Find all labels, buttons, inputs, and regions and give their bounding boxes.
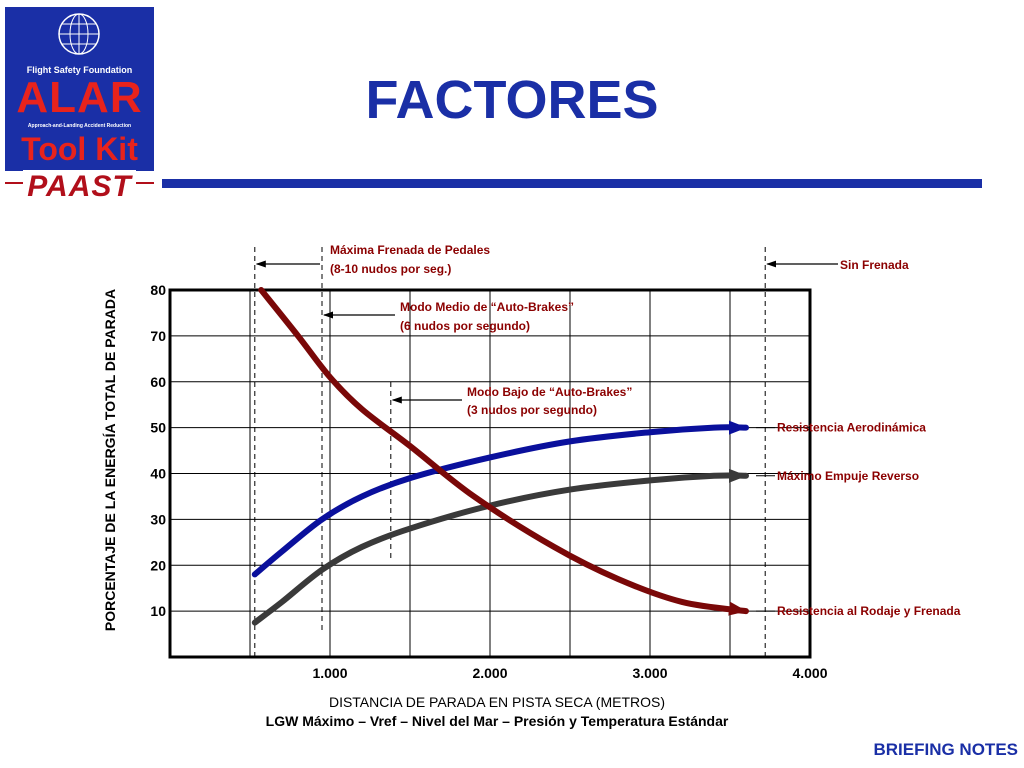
alar-toolkit-logo: Flight Safety Foundation ALAR Approach-a… [5,7,154,171]
marker-label: Sin Frenada [840,258,909,272]
y-tick-label: 30 [150,511,166,527]
marker-sublabel: (3 nudos por segundo) [467,403,597,417]
marker-label: Modo Bajo de “Auto-Brakes” [467,385,632,399]
marker-label: Máxima Frenada de Pedales [330,243,490,257]
logo-subtitle-text: Approach-and-Landing Accident Reduction [27,123,132,129]
series-braking-line [258,287,749,616]
annotations: Resistencia Aerodinámica Máximo Empuje Re… [255,243,961,618]
marker-sublabel: (8-10 nudos por seg.) [330,262,451,276]
x-axis-subtitle: LGW Máximo – Vref – Nivel del Mar – Pres… [266,713,729,729]
series-aero-line [251,420,749,578]
title-rule [162,179,982,188]
paast-logo-text: PAAST [5,170,154,204]
x-tick-label: 2.000 [472,665,507,681]
series-label: Resistencia al Rodaje y Frenada [777,604,961,618]
globe-icon [58,13,100,55]
series-label: Máximo Empuje Reverso [777,469,919,483]
marker-label: Modo Medio de “Auto-Brakes” [400,300,574,314]
y-tick-label: 70 [150,328,166,344]
marker-lines [254,247,766,657]
logo-alar-text: ALAR [16,73,143,122]
axes: 1.000 2.000 3.000 4.000 10 20 30 40 50 60 70 80 [150,282,827,681]
x-tick-label: 3.000 [632,665,667,681]
y-tick-label: 80 [150,282,166,298]
series-lines [251,287,775,626]
page-title: FACTORES [365,70,659,130]
marker-sublabel: (6 nudos por segundo) [400,319,530,333]
y-tick-label: 10 [150,603,166,619]
logo-org-text: Flight Safety Foundation [26,65,133,75]
plot-frame [168,288,812,659]
series-label: Resistencia Aerodinámica [777,421,926,435]
y-tick-label: 40 [150,466,166,482]
y-axis-title: PORCENTAJE DE LA ENERGÍA TOTAL DE PARADA [102,289,118,631]
y-tick-label: 50 [150,420,166,436]
y-tick-label: 20 [150,557,166,573]
x-tick-label: 4.000 [792,665,827,681]
y-tick-label: 60 [150,374,166,390]
x-tick-label: 1.000 [312,665,347,681]
series-reverse-line [251,468,749,626]
energy-chart: 1.000 2.000 3.000 4.000 10 20 30 40 50 60 70 80 Res… [102,243,961,729]
logo-toolkit-text: Tool Kit [21,131,138,167]
briefing-notes-label: BRIEFING NOTES [873,740,1018,759]
x-axis-title: DISTANCIA DE PARADA EN PISTA SECA (METRO… [329,694,665,710]
